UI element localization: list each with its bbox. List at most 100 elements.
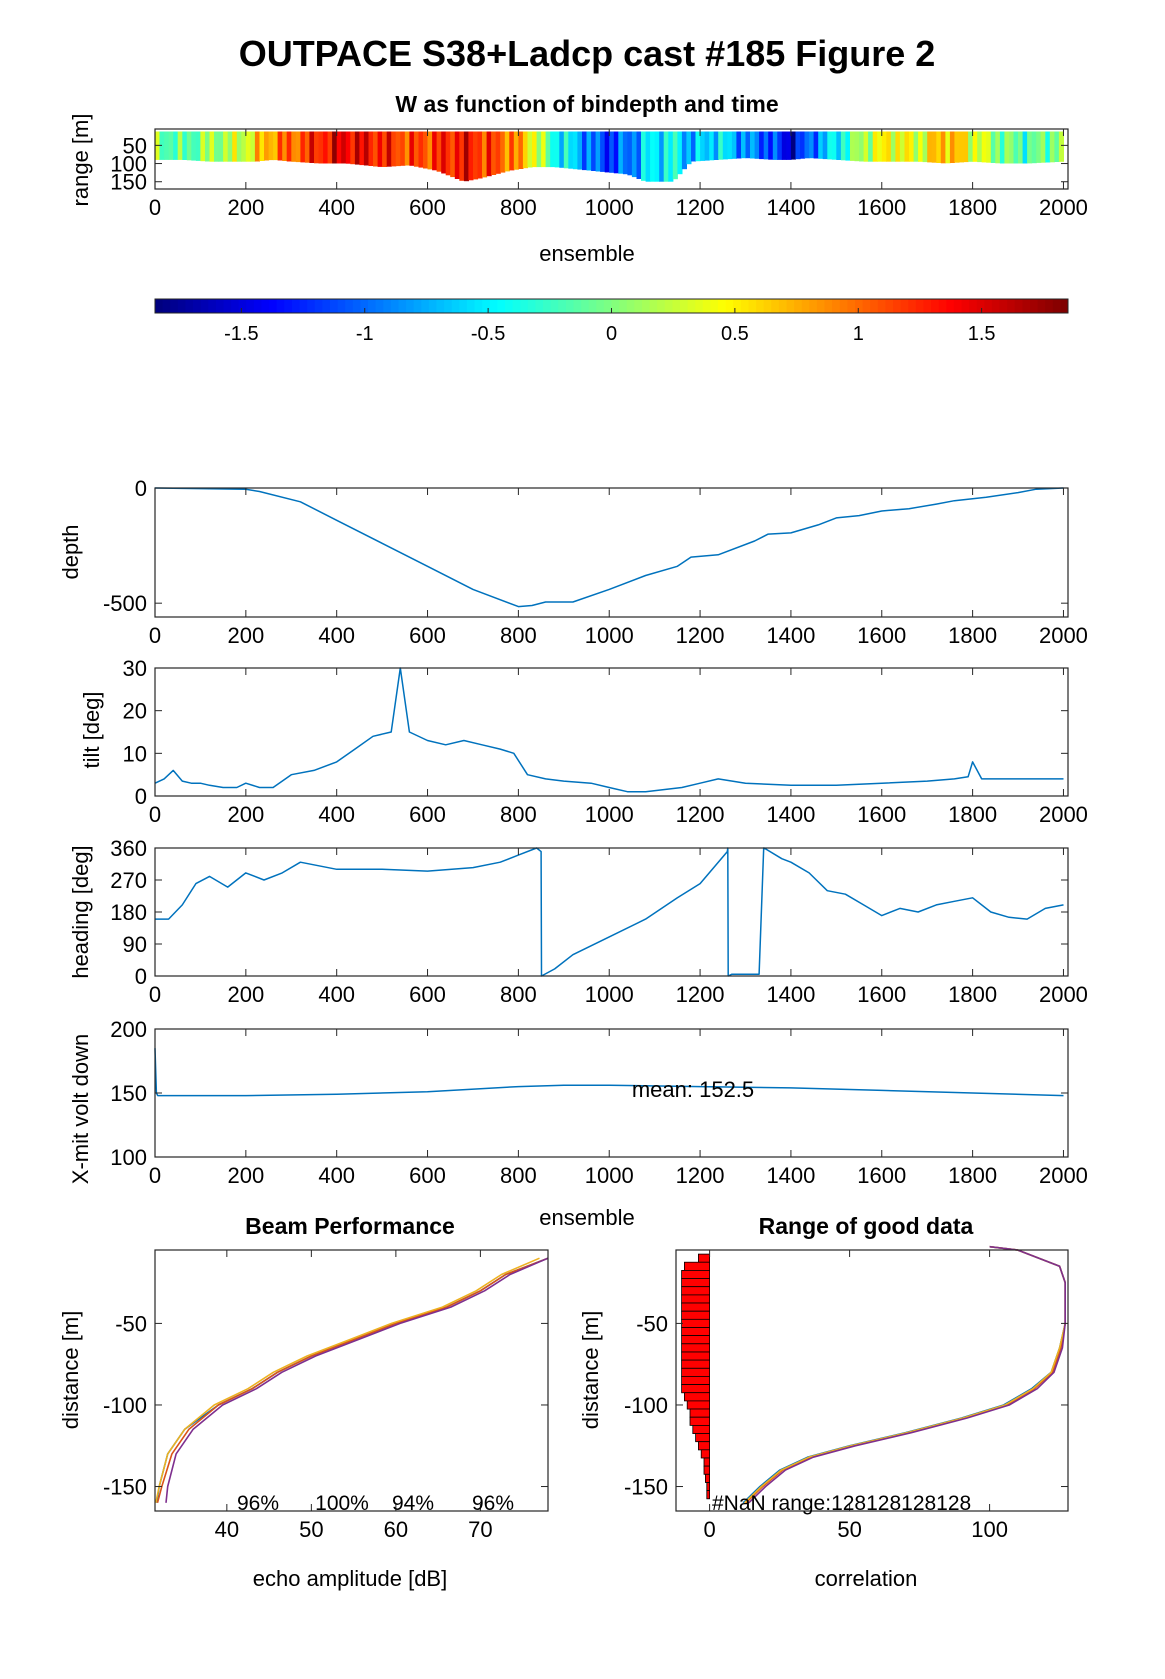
- heatmap-cell-column: [177, 131, 183, 160]
- heatmap-cell-column: [904, 131, 910, 162]
- heatmap-cell-column: [563, 131, 569, 169]
- colorbar-segment: [603, 299, 612, 313]
- heatmap-cell-column: [395, 131, 401, 167]
- heatmap-cell-column: [227, 131, 233, 162]
- heatmap-cell-column: [209, 131, 215, 162]
- heatmap-cell-column: [845, 131, 851, 161]
- tilt-series-line: [154, 667, 1064, 793]
- nan-bar: [681, 1278, 710, 1288]
- heatmap-cell-column: [745, 131, 751, 159]
- colorbar-segment: [307, 299, 316, 313]
- volt-xtick-label: 1400: [766, 1163, 815, 1188]
- heatmap-cell-column: [400, 131, 406, 166]
- heatmap-cell-column: [482, 131, 488, 178]
- heatmap-cell-column: [264, 131, 270, 161]
- panel-depth: depth 0 200 400 600 800 1000 1200 1400 1600 1800 2…: [58, 476, 1088, 648]
- heatmap-cell-column: [232, 131, 238, 162]
- nan-bar: [684, 1261, 711, 1271]
- range-title: Range of good data: [759, 1213, 974, 1239]
- heading-series-line: [155, 847, 1064, 977]
- heatmap-cell-column: [159, 131, 165, 160]
- heatmap-cell-column: [273, 131, 279, 161]
- heatmap-cell-column: [245, 131, 251, 162]
- colorbar-segment: [641, 299, 650, 313]
- colorbar-segment: [786, 299, 795, 313]
- heatmap-cell-column: [636, 131, 642, 179]
- heatmap-cell-column: [736, 131, 742, 159]
- nan-bar: [700, 1449, 711, 1459]
- colorbar-segment: [505, 299, 514, 313]
- colorbar-segment: [657, 299, 666, 313]
- heatmap-cell-column: [936, 131, 942, 163]
- heatmap-cell-column: [359, 131, 365, 166]
- heatmap-cell-column: [568, 131, 574, 169]
- colorbar-segment: [459, 299, 468, 313]
- heatmap-cell-column: [931, 131, 937, 163]
- heatmap-cell-column: [286, 131, 292, 162]
- colorbar-segment: [839, 299, 848, 313]
- heatmap-cell-column: [1022, 131, 1028, 164]
- volt-series-line: [154, 1048, 1064, 1097]
- heatmap-cell-column: [613, 131, 619, 174]
- colorbar-segment: [908, 299, 917, 313]
- colorbar-segment: [177, 299, 186, 313]
- colorbar-segment: [855, 299, 864, 313]
- colorbar-segment: [1007, 299, 1016, 313]
- heatmap-cell-column: [918, 131, 924, 162]
- colorbar-segment: [444, 299, 453, 313]
- heatmap-cell-column: [522, 131, 528, 169]
- heading-ytick-label: 270: [110, 868, 147, 893]
- heatmap-cell-column: [981, 131, 987, 163]
- heatmap-cell-column: [972, 131, 978, 162]
- beam-xlabel: echo amplitude [dB]: [253, 1566, 447, 1591]
- colorbar-segment: [756, 299, 765, 313]
- heatmap-cell-column: [954, 131, 960, 163]
- heatmap-cell-column: [214, 131, 220, 162]
- colorbar-segment: [649, 299, 658, 313]
- heading-xtick-label: 2000: [1039, 982, 1088, 1007]
- heatmap-cell-column: [1049, 131, 1055, 163]
- tilt-xtick-label: 1400: [766, 802, 815, 827]
- colorbar-segment: [155, 299, 164, 313]
- heatmap-cell-column: [704, 131, 710, 161]
- beam-percent-3: 94%: [392, 1492, 434, 1515]
- figure-title: OUTPACE S38+Ladcp cast #185 Figure 2: [239, 33, 936, 74]
- depth-xtick-label: 800: [500, 623, 537, 648]
- colorbar-segment: [794, 299, 803, 313]
- heatmap-cell-column: [572, 131, 578, 170]
- nan-bar: [705, 1473, 711, 1483]
- volt-xtick-label: 0: [149, 1163, 161, 1188]
- colorbar-tick-label: 0: [606, 323, 617, 345]
- colorbar: -1.5 -1 -0.5 0 0.5 1 1.5: [154, 298, 1069, 345]
- colorbar-segment: [1037, 299, 1046, 313]
- heatmap-cell-column: [1031, 131, 1037, 164]
- tilt-xtick-label: 2000: [1039, 802, 1088, 827]
- heatmap-cell-column: [318, 131, 324, 164]
- heatmap-cell-column: [304, 131, 310, 163]
- tilt-xtick-label: 1200: [676, 802, 725, 827]
- heatmap-cell-column: [445, 131, 451, 176]
- colorbar-segment: [482, 299, 491, 313]
- correlation-series-line-4: [748, 1245, 1066, 1504]
- heatmap-cell-column: [899, 131, 905, 162]
- beam-series-line-2: [156, 1257, 549, 1504]
- heatmap-cell-column: [164, 131, 170, 160]
- colorbar-segment: [900, 299, 909, 313]
- heatmap-cell-column: [627, 131, 633, 176]
- colorbar-segment: [261, 299, 270, 313]
- heatmap-cell-column: [741, 131, 747, 159]
- heatmap-cell-column: [450, 131, 456, 178]
- nan-bar: [681, 1318, 710, 1328]
- heatmap-cell-column: [186, 131, 192, 161]
- heatmap-cell-column: [822, 131, 828, 160]
- volt-xtick-label: 800: [500, 1163, 537, 1188]
- colorbar-segment: [946, 299, 955, 313]
- heatmap-cell-column: [350, 131, 356, 165]
- colorbar-segment: [413, 299, 422, 313]
- heatmap-ylabel: range [m]: [68, 114, 93, 207]
- colorbar-segment: [565, 299, 574, 313]
- beam-ylabel: distance [m]: [58, 1311, 83, 1430]
- colorbar-segment: [428, 299, 437, 313]
- tilt-xtick-label: 0: [149, 802, 161, 827]
- colorbar-segment: [527, 299, 536, 313]
